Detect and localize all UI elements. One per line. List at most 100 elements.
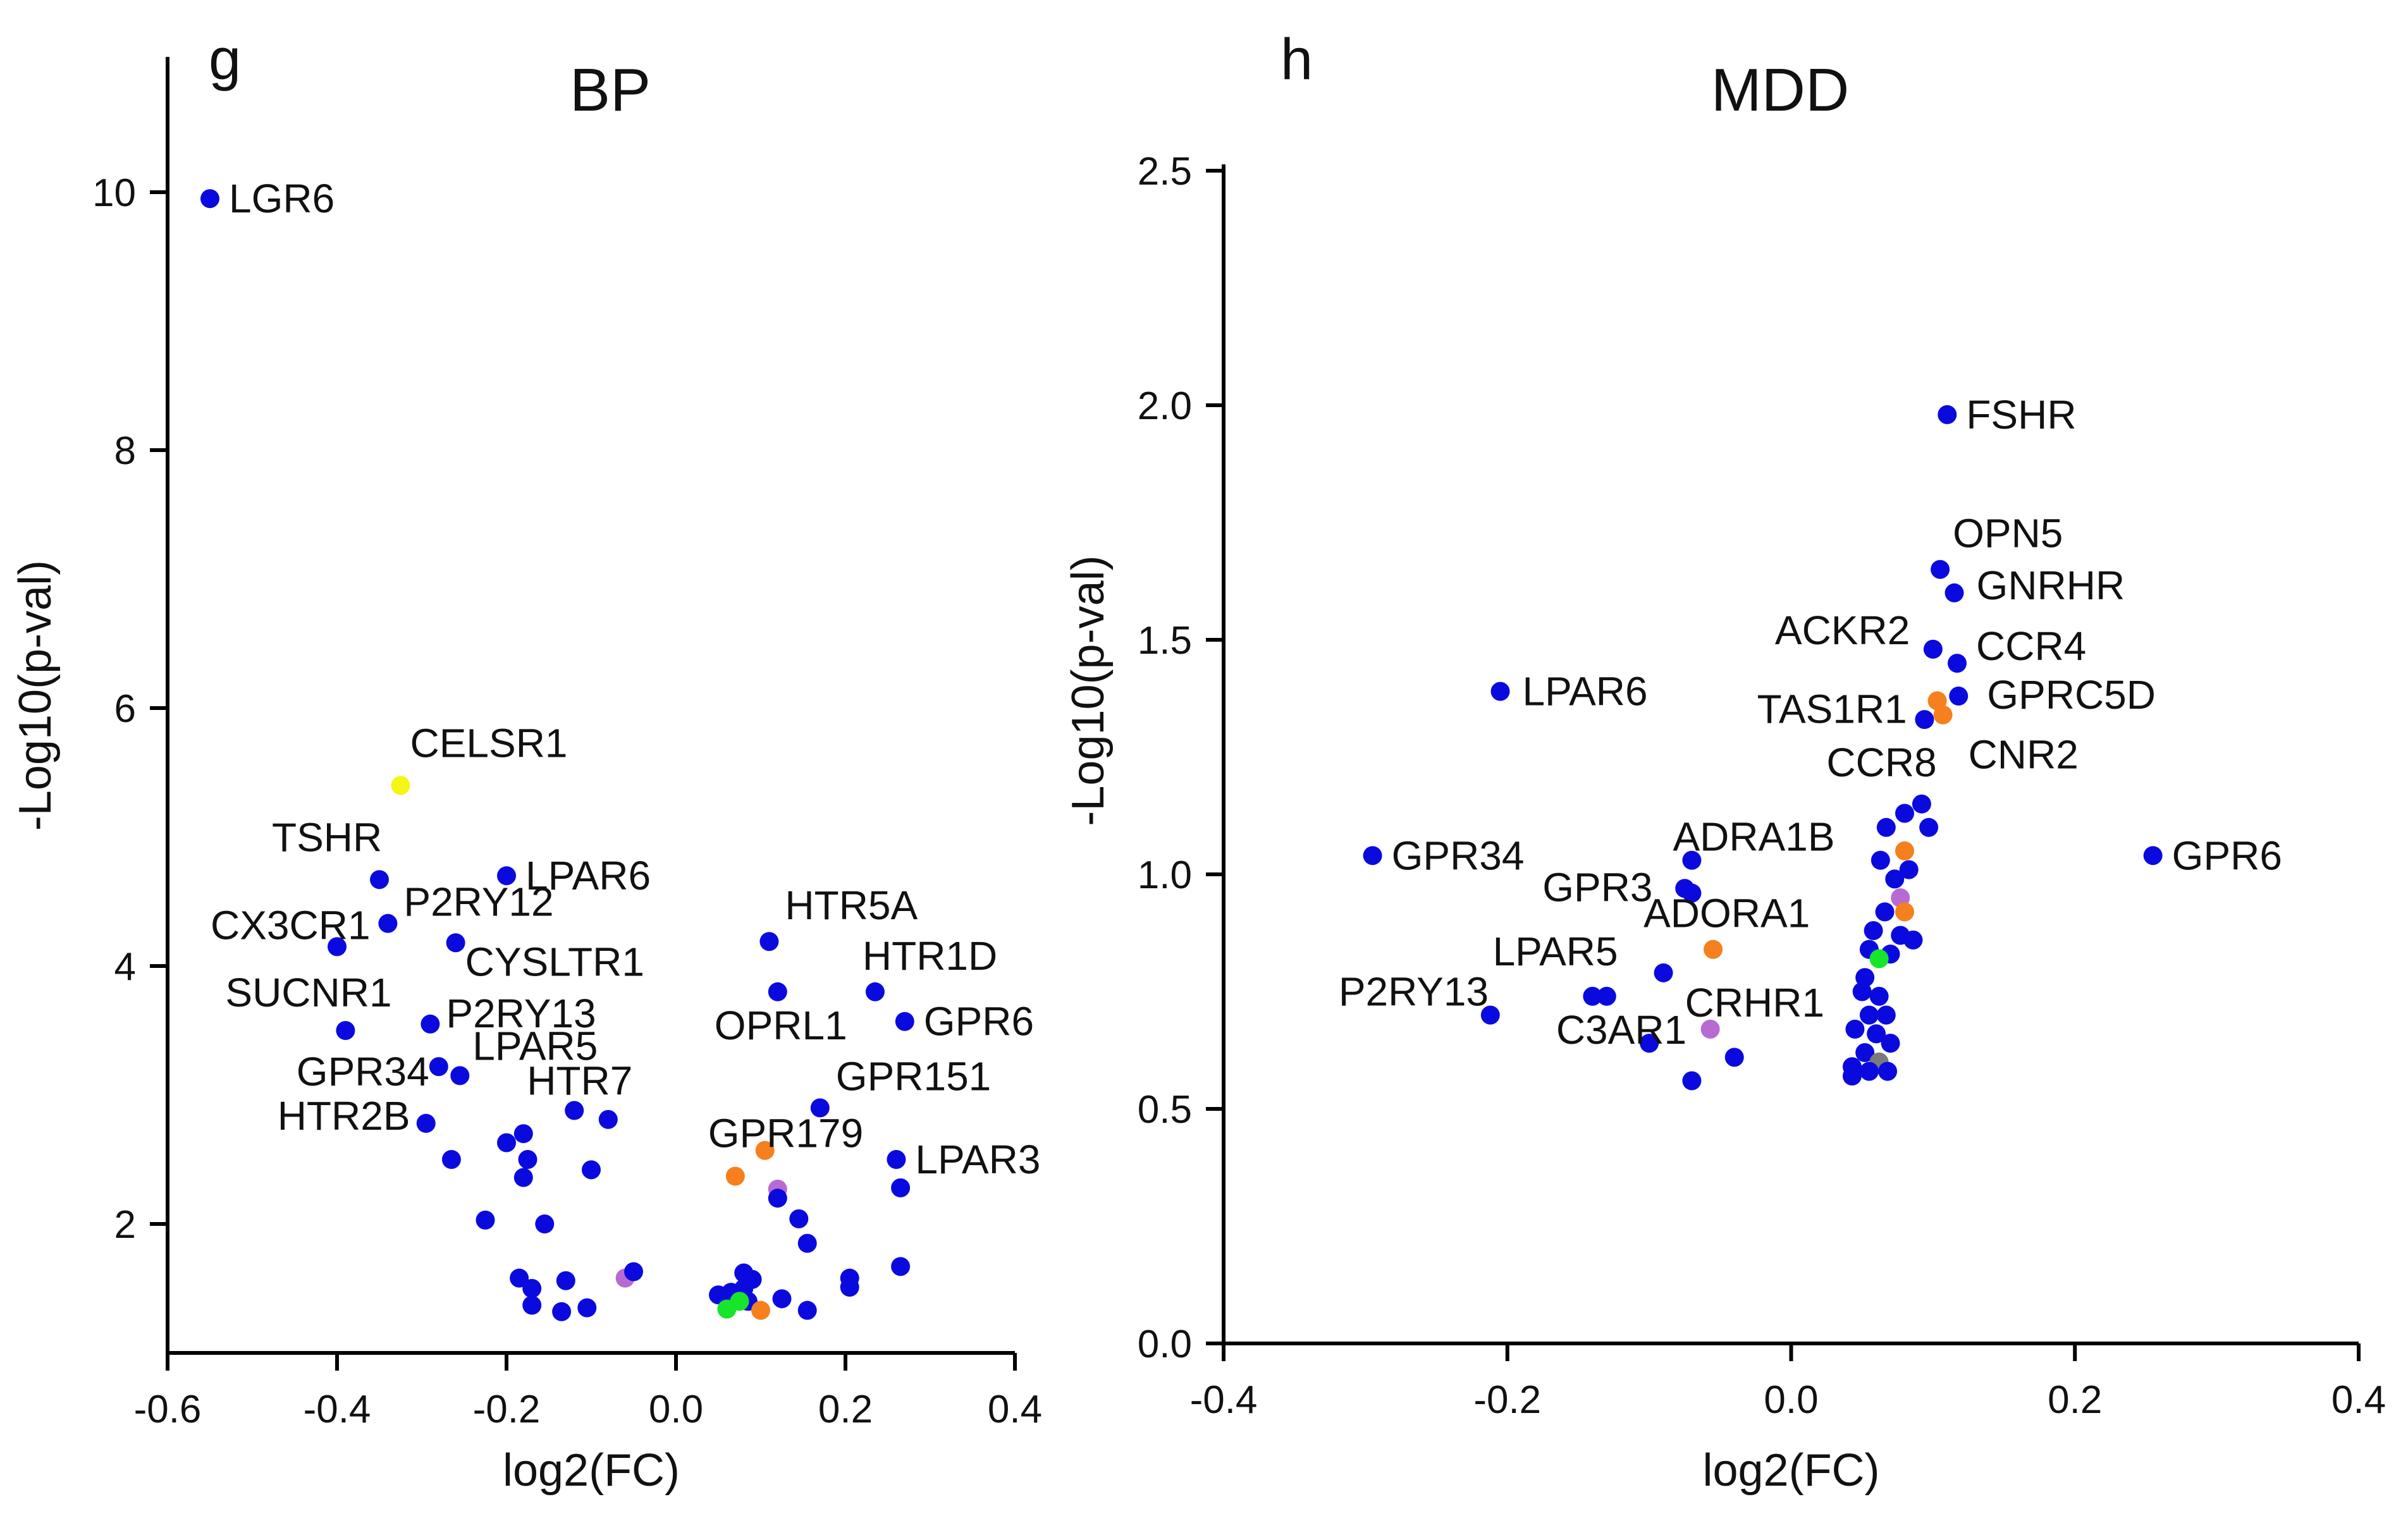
data-point [1583,986,1602,1006]
data-point [1903,930,1923,950]
data-point [1919,817,1939,837]
point-label-cnr2: CNR2 [1969,732,2079,778]
data-point [1869,986,1889,1006]
point-label-htr7: HTR7 [527,1058,632,1103]
data-point-gpr6 [2143,846,2163,865]
data-point [1724,1048,1744,1067]
data-point [1885,869,1905,889]
point-label-p2ry13: P2RY13 [446,991,596,1036]
point-label-sucnr1: SUCNR1 [225,970,391,1015]
point-label-gpr34: GPR34 [297,1049,429,1094]
data-point [1876,817,1896,837]
point-label-lpar3: LPAR3 [915,1137,1040,1182]
data-point [513,1124,533,1144]
chart-title-g: BP [570,56,651,124]
data-point [1881,1034,1900,1053]
x-tick-label: -0.2 [473,1388,541,1431]
point-label-crhr1: CRHR1 [1685,980,1824,1025]
data-point [1895,841,1914,860]
y-tick-label: 2.5 [1138,150,1192,193]
x-tick-label: 0.4 [988,1388,1042,1431]
data-point [1870,850,1890,870]
y-tick-label: 0.5 [1138,1088,1192,1132]
data-point-lpar3 [887,1150,906,1169]
data-point [751,1300,770,1320]
point-label-gpr34: GPR34 [1392,833,1525,878]
point-label-celsr1: CELSR1 [410,720,568,766]
data-point [1912,794,1931,814]
data-point [1864,921,1883,941]
data-point [1682,1071,1702,1091]
data-point [1875,902,1895,922]
x-tick-label: -0.6 [134,1388,202,1431]
point-label-p2ry12: P2RY12 [403,879,553,925]
data-point-lpar5 [450,1066,470,1086]
y-tick-label: 1.0 [1138,853,1192,897]
chart-title-h: MDD [1711,56,1850,124]
point-label-lpar6: LPAR6 [525,853,651,898]
data-point [1859,1061,1879,1081]
data-point-p2ry12 [378,914,398,933]
y-tick-label: 1.5 [1138,619,1192,663]
data-point-p2ry13 [421,1014,440,1034]
point-label-gpr151: GPR151 [836,1053,991,1099]
data-point [510,1268,529,1288]
point-label-tas1r1: TAS1R1 [1757,686,1907,731]
data-point [891,1178,911,1197]
data-point-lpar6 [497,866,516,886]
data-point [840,1277,859,1297]
data-point-gpr6 [895,1012,914,1031]
data-point [797,1233,817,1253]
data-point [556,1271,575,1290]
data-point [522,1295,542,1315]
data-point [1895,804,1914,823]
point-label-adora1: ADORA1 [1643,891,1810,936]
point-label-cx3cr1: CX3CR1 [211,902,371,948]
data-point [518,1150,538,1169]
data-point-htr5a [759,932,779,951]
data-point-gnrhr [1944,583,1964,602]
point-label-c3ar1: C3AR1 [1556,1007,1686,1053]
point-label-htr5a: HTR5A [785,883,918,928]
y-tick-label: 8 [114,429,136,473]
data-point-cnr2 [1933,705,1953,725]
data-point-gprc5d [1949,687,1969,706]
data-point [1640,1034,1659,1053]
data-point-gpr3 [1675,879,1695,898]
point-label-gpr6: GPR6 [924,999,1034,1044]
point-label-cysltr1: CYSLTR1 [465,939,644,984]
data-point-fshr [1938,405,1957,424]
point-label-gprc5d: GPRC5D [1987,672,2156,718]
x-tick-label: -0.4 [304,1388,371,1431]
x-tick-label: 0.2 [818,1388,873,1431]
point-label-p2ry13: P2RY13 [1339,969,1489,1015]
point-label-htr1d: HTR1D [863,933,997,979]
y-tick-label: 0.0 [1138,1323,1192,1366]
y-tick-label: 6 [114,687,136,731]
data-point-ackr2 [1923,639,1943,659]
data-point [1859,1005,1879,1025]
data-point [577,1298,597,1318]
y-axis-label: -Log10(p-val) [1063,555,1114,826]
data-point [1855,1043,1875,1062]
data-point [598,1110,618,1129]
data-point-gpr151 [810,1098,830,1118]
x-tick-label: 0.0 [1764,1378,1818,1422]
data-point-lgr6 [200,189,219,209]
data-point-crhr1 [1700,1019,1720,1039]
data-point [1899,860,1919,879]
data-point-c3ar1 [1597,986,1616,1006]
data-point [1855,968,1875,988]
data-point-ccr8 [1915,710,1934,730]
data-point [797,1300,817,1320]
x-tick-label: 0.2 [2048,1378,2102,1422]
point-label-ccr8: CCR8 [1826,740,1936,785]
data-point-lpar5 [1654,963,1673,982]
data-point [1895,902,1914,922]
point-label-ccr4: CCR4 [1976,623,2086,669]
data-point-adra1b [1682,850,1702,870]
x-tick-label: 0.4 [2331,1378,2386,1422]
point-label-fshr: FSHR [1966,392,2076,437]
data-point [497,1133,516,1153]
